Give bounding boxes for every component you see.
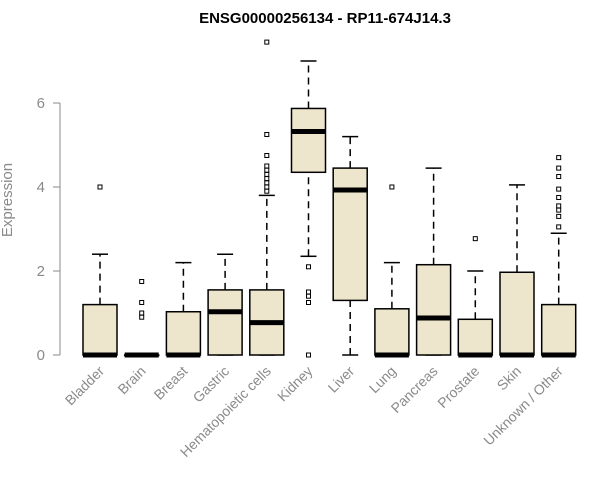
outlier-point [264,39,270,45]
box-group [540,155,577,358]
box-group [249,39,285,356]
outlier-point [556,203,562,209]
outlier-point [556,207,562,213]
box-iqr [207,289,243,356]
outlier-point [556,195,562,200]
box-group [82,184,118,358]
outlier-point [306,352,311,358]
outlier-point [264,132,270,137]
box-iqr [499,271,535,356]
y-tick-label: 0 [37,347,45,364]
outlier-point [264,153,270,158]
outlier-point [139,314,145,320]
box-iqr [82,303,118,356]
outlier-point [556,174,562,179]
outlier-point [556,165,562,171]
box-group [415,167,452,356]
x-tick-label: Prostate [434,363,482,411]
y-tick-label: 4 [37,179,45,196]
outlier-point [306,300,311,305]
boxes [82,39,577,358]
x-tick-label: Brain [114,363,148,397]
outlier-point [97,184,103,190]
outlier-point [264,176,270,182]
outlier-point [264,171,270,177]
outlier-point [556,224,562,230]
outlier-point [556,186,562,192]
box-iqr [165,310,202,356]
box-iqr [540,303,577,356]
y-axis: 0 2 4 6 [37,95,61,364]
outlier-point [139,300,145,305]
outlier-point [306,264,311,270]
outlier-point [264,163,270,169]
box-group [165,261,202,358]
outlier-point [139,310,145,316]
x-tick-label: Bladder [62,363,108,409]
box-group [332,135,368,356]
outlier-point [264,180,270,186]
outlier-point [306,289,311,295]
x-tick-label: Liver [325,363,358,396]
box-iqr [457,318,494,356]
chart-title: ENSG00000256134 - RP11-674J14.3 [199,10,451,27]
outlier-point [306,293,311,299]
box-group [457,236,494,358]
x-tick-label: Unknown / Other [480,363,566,449]
outlier-point [139,279,145,284]
outlier-point [556,155,562,161]
box-iqr [290,107,327,174]
y-tick-label: 6 [37,95,45,112]
box-group [123,279,160,358]
x-tick-label: Lung [366,363,399,396]
box-group [374,184,410,358]
box-iqr [374,308,410,356]
outlier-point [556,213,562,219]
x-tick-label: Kidney [274,363,316,405]
outlier-point [264,167,270,173]
outlier-point [264,188,270,194]
box-group [207,253,243,356]
x-tick-label: Breast [151,363,191,403]
outlier-point [472,236,478,242]
y-axis-label: Expression [0,163,16,237]
box-group [499,184,535,358]
outlier-point [389,184,395,190]
box-group [290,60,327,358]
y-tick-label: 2 [37,263,45,280]
x-tick-label: Skin [494,363,525,394]
box-iqr [415,263,452,356]
outlier-point [264,184,270,190]
